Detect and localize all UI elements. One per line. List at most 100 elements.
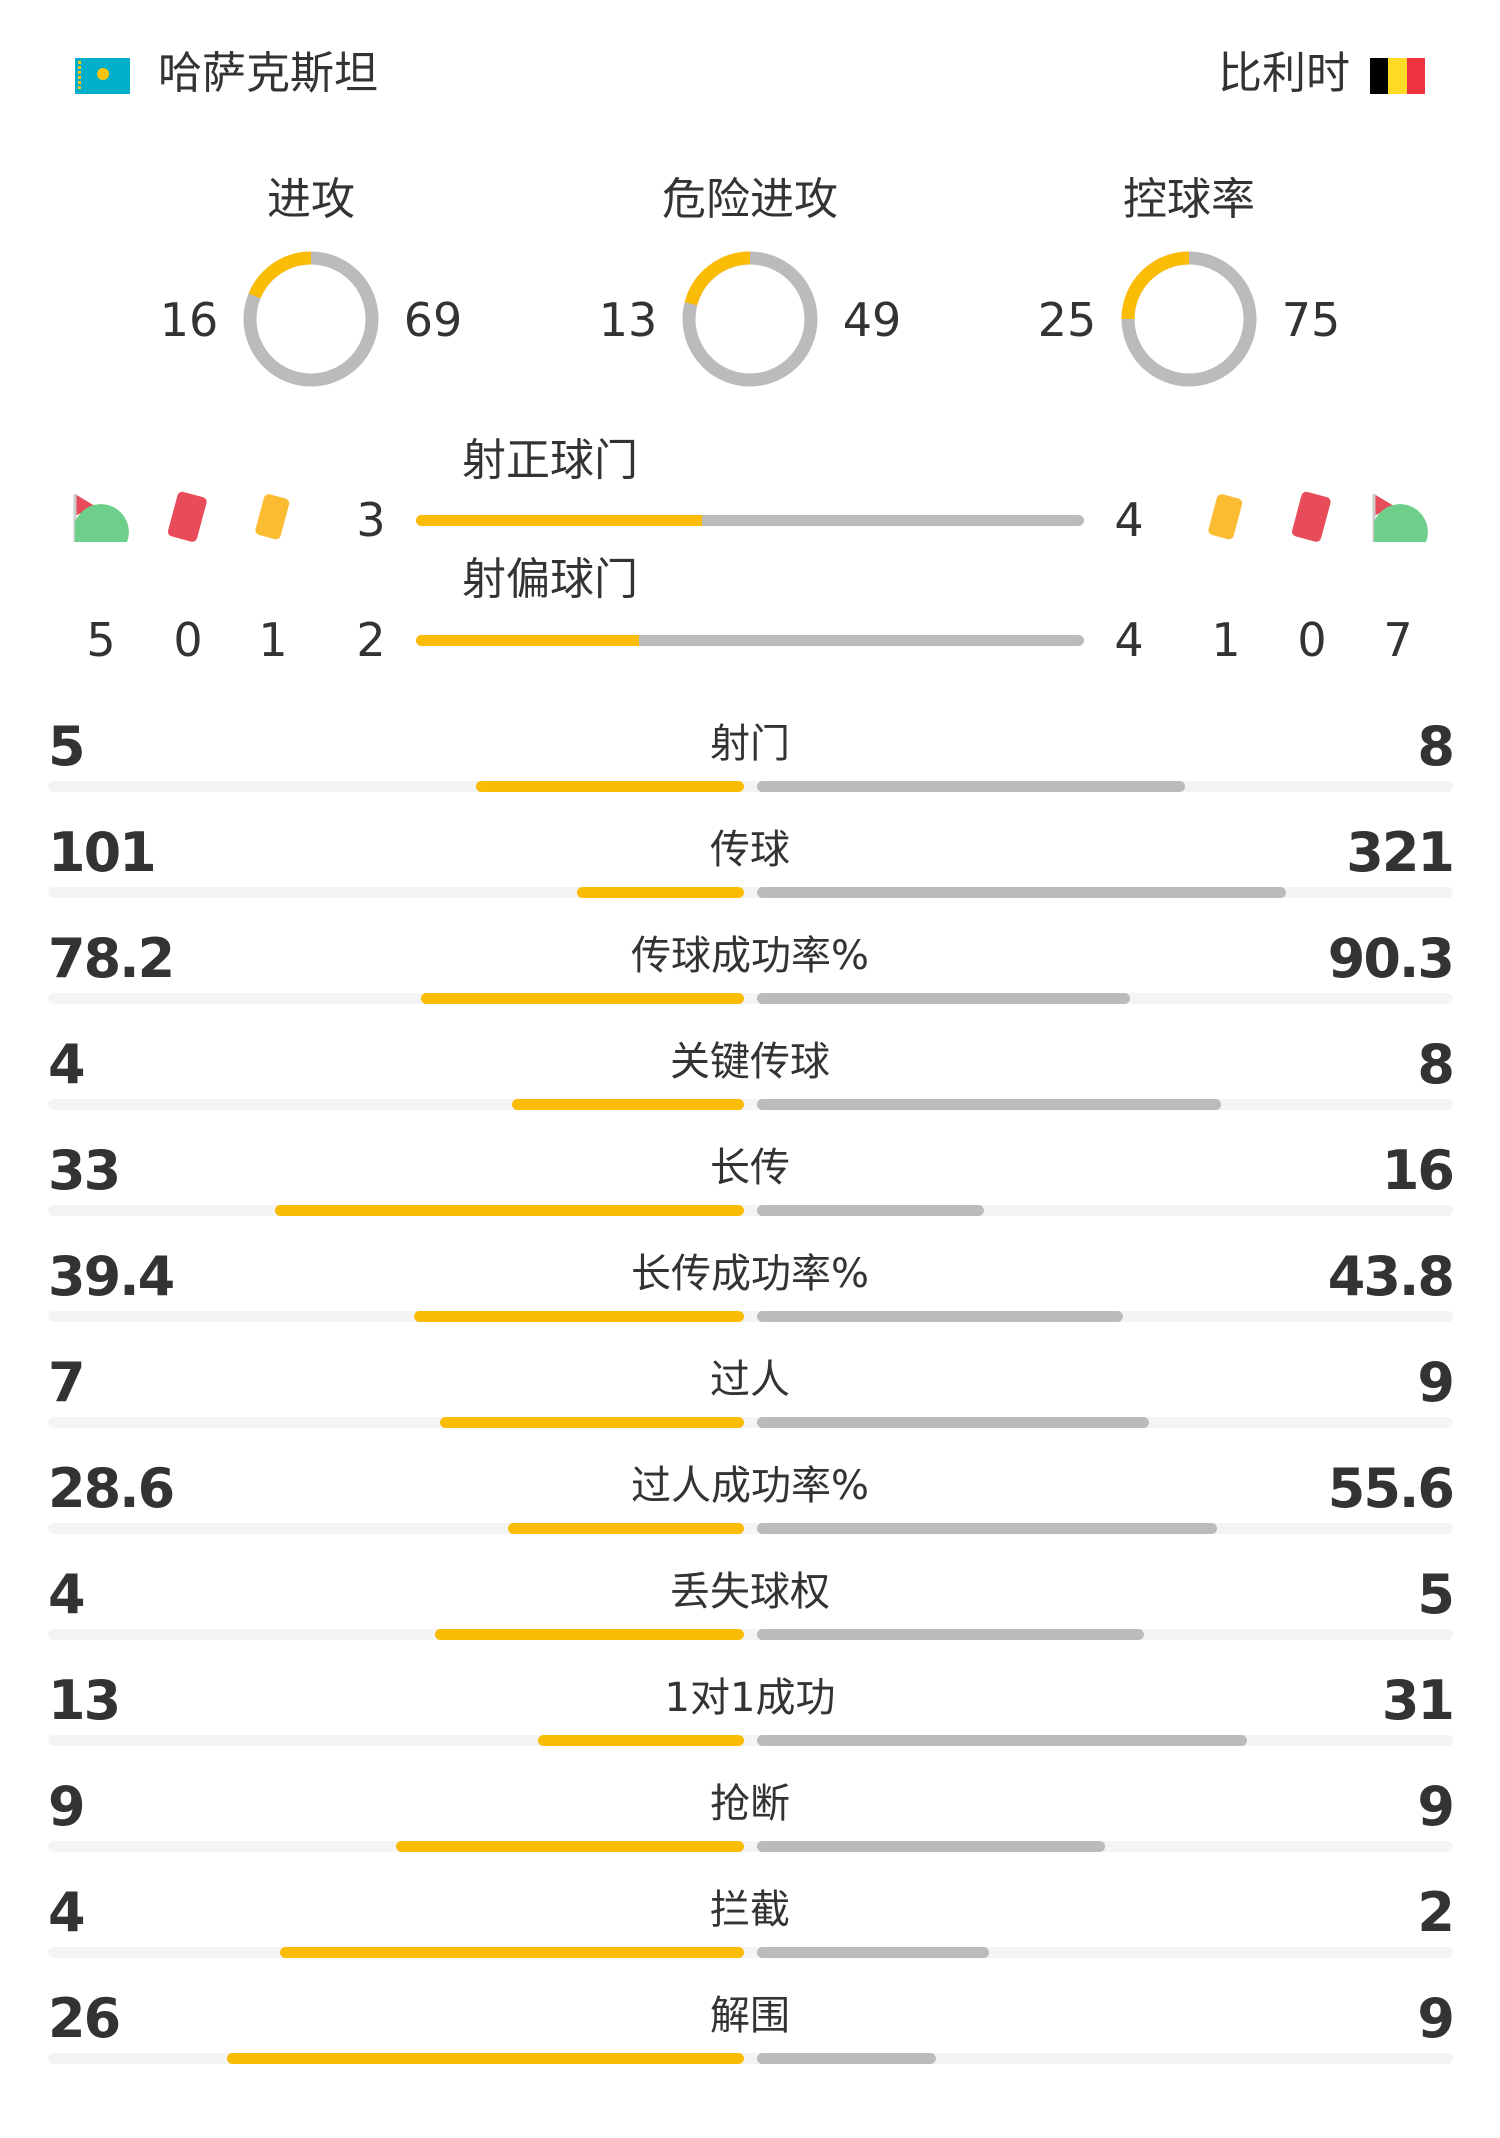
home-red-cards: 0 bbox=[173, 613, 203, 667]
stat-track bbox=[48, 1947, 1453, 1958]
on-target-label: 射正球门 bbox=[462, 435, 638, 486]
off-target-bar bbox=[416, 635, 1084, 646]
stat-away-value: 8 bbox=[1417, 1033, 1455, 1096]
stat-row: 4 拦截 2 bbox=[48, 1881, 1455, 1989]
stat-home-bar bbox=[434, 1629, 744, 1640]
donut-home-arc bbox=[243, 251, 379, 387]
stat-row: 101 传球 321 bbox=[48, 821, 1455, 929]
stat-label: 1对1成功 bbox=[664, 1675, 836, 1721]
red-card-icon bbox=[167, 491, 207, 542]
stat-away-bar bbox=[757, 1523, 1217, 1534]
stat-row: 5 射门 8 bbox=[48, 715, 1455, 823]
stat-label: 传球成功率% bbox=[630, 933, 869, 979]
stat-label: 关键传球 bbox=[670, 1039, 830, 1085]
stat-label: 丢失球权 bbox=[670, 1569, 830, 1615]
stat-label: 长传成功率% bbox=[630, 1251, 869, 1297]
stat-home-bar bbox=[507, 1523, 744, 1534]
donut-chart bbox=[1121, 251, 1257, 387]
stat-away-bar bbox=[757, 993, 1130, 1004]
stat-home-value: 13 bbox=[48, 1669, 121, 1732]
stat-label: 长传 bbox=[710, 1145, 790, 1191]
stat-away-value: 5 bbox=[1417, 1563, 1455, 1626]
home-corners: 5 bbox=[86, 613, 116, 667]
away-on-target: 4 bbox=[1114, 493, 1144, 547]
belgium-flag-icon bbox=[1370, 58, 1425, 94]
stat-home-bar bbox=[439, 1417, 744, 1428]
stat-away-bar bbox=[757, 1947, 989, 1958]
stat-home-value: 28.6 bbox=[48, 1457, 175, 1520]
stat-home-bar bbox=[275, 1205, 744, 1216]
stat-home-value: 39.4 bbox=[48, 1245, 175, 1308]
stat-track bbox=[48, 1735, 1453, 1746]
stat-away-bar bbox=[757, 1841, 1105, 1852]
yellow-card-icon bbox=[255, 494, 290, 540]
stat-away-bar bbox=[757, 1735, 1248, 1746]
on-target-bar bbox=[416, 515, 1084, 526]
stat-track bbox=[48, 1629, 1453, 1640]
donut-chart bbox=[682, 251, 818, 387]
stat-track bbox=[48, 781, 1453, 792]
stat-home-value: 4 bbox=[48, 1881, 86, 1944]
donut-home-arc bbox=[1121, 251, 1257, 387]
home-yellow-cards: 1 bbox=[258, 613, 288, 667]
stat-away-value: 16 bbox=[1381, 1139, 1455, 1202]
stat-away-value: 8 bbox=[1417, 715, 1455, 778]
stat-track bbox=[48, 1099, 1453, 1110]
stat-row: 78.2 传球成功率% 90.3 bbox=[48, 927, 1455, 1035]
away-team-name: 比利时 bbox=[1218, 48, 1350, 99]
stat-home-bar bbox=[420, 993, 744, 1004]
away-yellow-cards: 1 bbox=[1211, 613, 1241, 667]
stat-home-value: 78.2 bbox=[48, 927, 175, 990]
donut-chart bbox=[243, 251, 379, 387]
stat-away-bar bbox=[757, 1311, 1124, 1322]
donut-home-value: 13 bbox=[598, 293, 658, 347]
stat-away-bar bbox=[757, 1099, 1221, 1110]
corner-flag-icon bbox=[73, 494, 129, 542]
stat-row: 4 关键传球 8 bbox=[48, 1033, 1455, 1141]
stat-track bbox=[48, 887, 1453, 898]
stat-label: 拦截 bbox=[710, 1887, 790, 1933]
corner-flag-icon bbox=[1372, 494, 1428, 542]
stat-home-bar bbox=[476, 781, 744, 792]
stat-home-value: 101 bbox=[48, 821, 157, 884]
stat-track bbox=[48, 1523, 1453, 1534]
donut-away-value: 75 bbox=[1281, 293, 1341, 347]
stat-away-value: 9 bbox=[1417, 1351, 1455, 1414]
stat-track bbox=[48, 1205, 1453, 1216]
stat-away-value: 90.3 bbox=[1327, 927, 1455, 990]
home-team-name: 哈萨克斯坦 bbox=[158, 48, 378, 99]
stat-away-value: 321 bbox=[1346, 821, 1455, 884]
donut-title: 危险进攻 bbox=[662, 174, 838, 225]
stat-row: 4 丢失球权 5 bbox=[48, 1563, 1455, 1671]
stat-label: 解围 bbox=[710, 1993, 790, 2039]
stat-away-bar bbox=[757, 1629, 1144, 1640]
stat-away-value: 9 bbox=[1417, 1775, 1455, 1838]
donut-home-arc bbox=[682, 251, 818, 387]
stat-home-bar bbox=[577, 887, 744, 898]
away-off-target: 4 bbox=[1114, 613, 1144, 667]
donut-away-value: 69 bbox=[403, 293, 463, 347]
donut-title: 控球率 bbox=[1123, 174, 1255, 225]
donut-title: 进攻 bbox=[267, 174, 355, 225]
stat-home-bar bbox=[396, 1841, 744, 1852]
stat-home-value: 26 bbox=[48, 1987, 121, 2050]
stat-row: 39.4 长传成功率% 43.8 bbox=[48, 1245, 1455, 1353]
stat-away-value: 2 bbox=[1417, 1881, 1455, 1944]
stat-away-value: 55.6 bbox=[1327, 1457, 1455, 1520]
stat-home-bar bbox=[414, 1311, 744, 1322]
stat-label: 射门 bbox=[710, 721, 790, 767]
stat-row: 13 1对1成功 31 bbox=[48, 1669, 1455, 1777]
stat-home-value: 4 bbox=[48, 1563, 86, 1626]
stat-label: 过人 bbox=[710, 1357, 790, 1403]
home-off-target: 2 bbox=[356, 613, 386, 667]
away-red-cards: 0 bbox=[1297, 613, 1327, 667]
stat-track bbox=[48, 993, 1453, 1004]
stat-home-bar bbox=[538, 1735, 744, 1746]
stat-label: 抢断 bbox=[710, 1781, 790, 1827]
red-card-icon bbox=[1291, 491, 1331, 542]
stat-away-bar bbox=[757, 2053, 936, 2064]
stat-home-value: 7 bbox=[48, 1351, 86, 1414]
yellow-card-icon bbox=[1208, 494, 1243, 540]
away-corners: 7 bbox=[1383, 613, 1413, 667]
stat-row: 28.6 过人成功率% 55.6 bbox=[48, 1457, 1455, 1565]
